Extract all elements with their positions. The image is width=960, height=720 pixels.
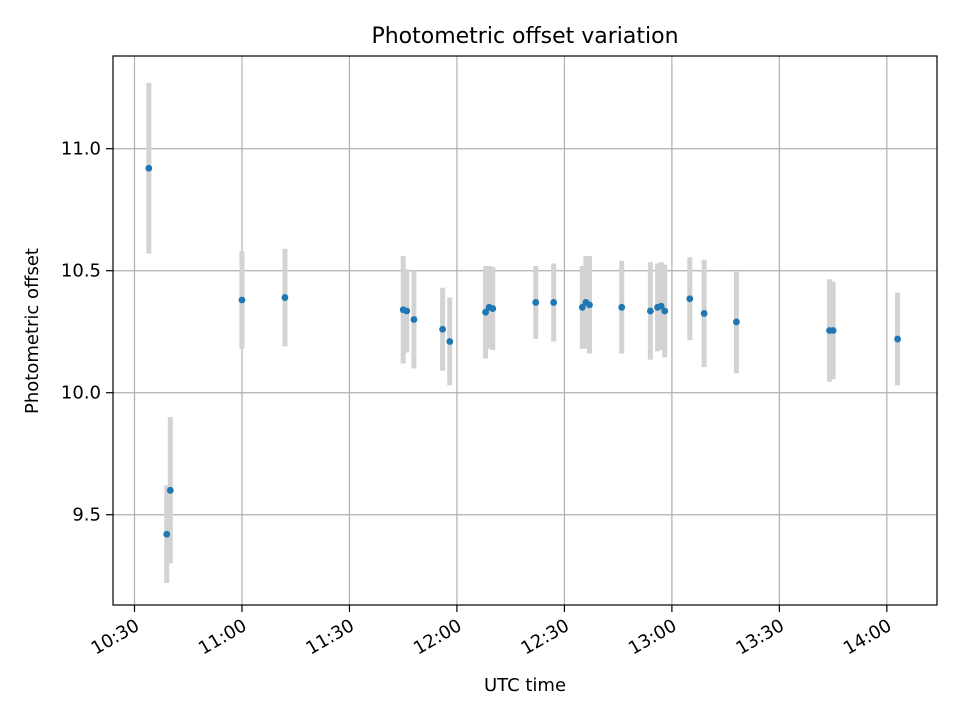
chart-title: Photometric offset variation [371, 24, 678, 49]
data-point [482, 308, 489, 316]
y-tick-label: 10.5 [61, 261, 101, 282]
x-axis-label: UTC time [484, 675, 566, 696]
data-point [163, 530, 171, 538]
data-point [550, 299, 558, 306]
data-point [646, 307, 654, 315]
data-point [661, 307, 669, 315]
data-point [281, 294, 289, 301]
data-point [145, 164, 153, 172]
y-tick-label: 11.0 [61, 139, 101, 160]
data-point [578, 303, 586, 311]
data-point [829, 327, 837, 334]
y-axis-label: Photometric offset [22, 248, 43, 414]
grid-layer [113, 56, 937, 605]
data-point [700, 310, 708, 317]
data-point [403, 307, 411, 315]
y-tick-label: 10.0 [61, 383, 101, 404]
y-tick-label: 9.5 [72, 505, 101, 526]
point-layer [145, 164, 901, 538]
data-point [410, 316, 418, 323]
data-point [439, 325, 446, 333]
data-point [446, 338, 454, 345]
data-point [238, 296, 246, 304]
data-point [686, 295, 694, 303]
data-point [532, 299, 540, 306]
data-point [586, 301, 593, 309]
data-point [657, 302, 665, 310]
plot-frame [112, 55, 938, 606]
data-point [618, 303, 626, 311]
data-point [894, 335, 901, 343]
data-point [489, 305, 497, 312]
data-point [166, 486, 174, 494]
data-point [732, 318, 740, 326]
